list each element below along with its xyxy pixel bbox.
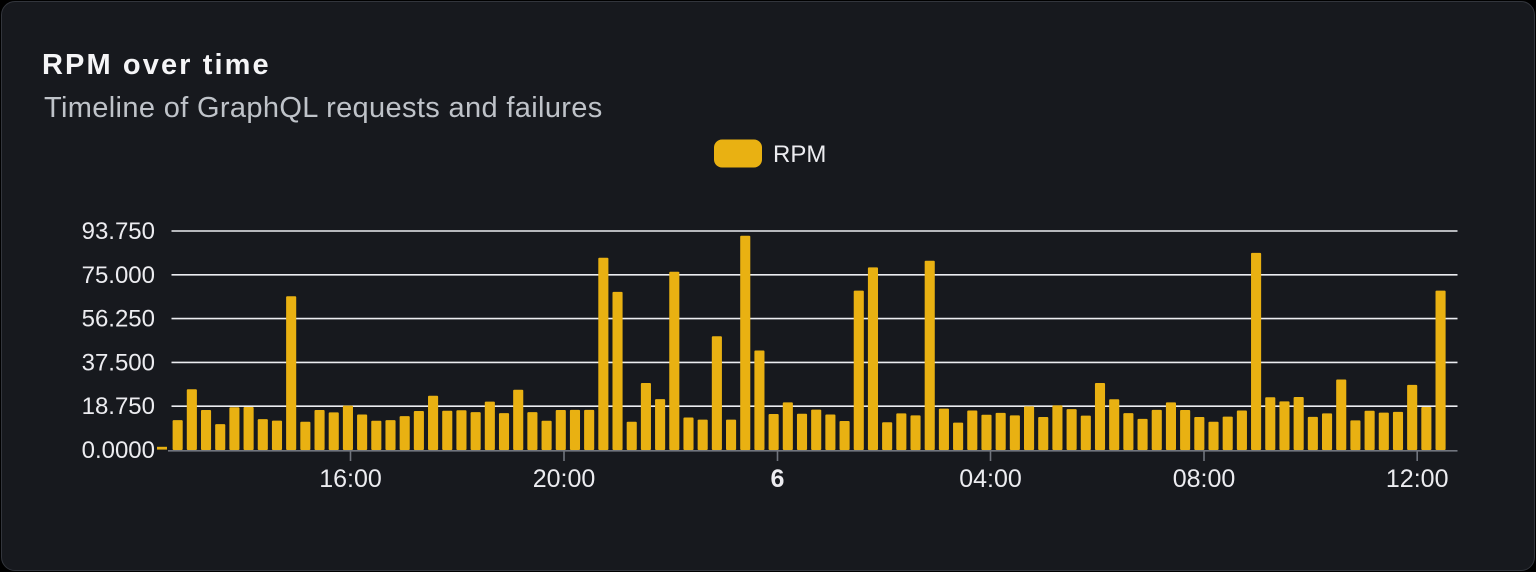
svg-text:6: 6 — [771, 465, 785, 493]
svg-text:37.500: 37.500 — [82, 349, 155, 376]
svg-text:20:00: 20:00 — [533, 465, 596, 493]
svg-text:04:00: 04:00 — [959, 465, 1022, 493]
svg-text:93.750: 93.750 — [82, 218, 155, 245]
svg-text:75.000: 75.000 — [82, 262, 155, 289]
svg-text:56.250: 56.250 — [82, 306, 155, 333]
svg-text:0.0000: 0.0000 — [82, 437, 155, 464]
svg-text:RPM: RPM — [773, 141, 826, 168]
svg-text:08:00: 08:00 — [1173, 465, 1236, 493]
svg-text:18.750: 18.750 — [82, 393, 155, 420]
svg-text:16:00: 16:00 — [319, 465, 382, 493]
svg-text:12:00: 12:00 — [1386, 465, 1449, 493]
